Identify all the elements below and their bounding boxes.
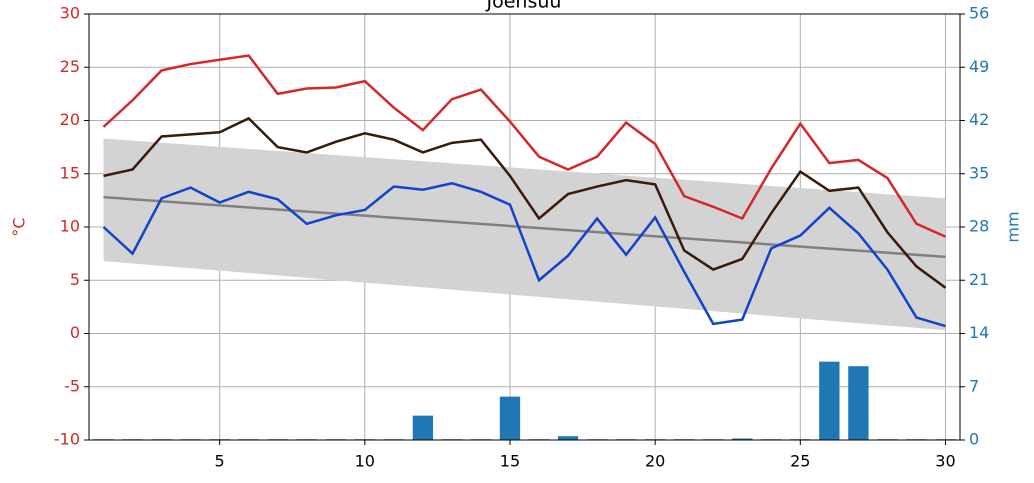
temp-line — [103, 116, 947, 289]
y2-tick-label: 49 — [969, 57, 989, 76]
y-tick-label: 10 — [60, 217, 80, 236]
y-tick-label: 0 — [70, 323, 80, 342]
y2-tick-label: 7 — [969, 376, 979, 395]
y2-axis-label: mm — [1004, 211, 1023, 242]
y-tick-label: -10 — [54, 430, 80, 449]
y2-tick-label: 28 — [969, 217, 989, 236]
y-tick-label: 20 — [60, 110, 80, 129]
y-tick-label: 30 — [60, 4, 80, 23]
y2-tick-label: 42 — [969, 110, 989, 129]
precip-bar — [557, 436, 579, 440]
temp-line — [102, 182, 946, 328]
precip-bar — [732, 438, 753, 440]
y2-tick-label: 35 — [969, 163, 989, 182]
x-tick-label: 5 — [215, 452, 225, 471]
y2-tick-label: 21 — [969, 270, 989, 289]
normal-mean — [103, 195, 946, 259]
normal-range — [103, 138, 946, 331]
x-tick-label: 25 — [790, 452, 810, 471]
plot-frame — [88, 13, 961, 441]
x-tick-label: 15 — [500, 452, 520, 471]
x-tick-label: 10 — [355, 452, 375, 471]
y2-tick-label: 0 — [969, 430, 979, 449]
temp-line — [102, 54, 946, 238]
precip-bar — [848, 366, 869, 440]
chart-title: Joensuu — [486, 0, 562, 13]
x-tick-label: 20 — [645, 452, 665, 471]
y-tick-label: 5 — [70, 270, 80, 289]
y2-tick-label: 14 — [969, 323, 989, 342]
x-tick-label: 30 — [935, 452, 955, 471]
precip-bar — [819, 361, 840, 440]
y2-tick-label: 56 — [969, 4, 989, 23]
y-tick-label: -5 — [64, 376, 80, 395]
precip-bar — [412, 415, 434, 440]
precip-bar — [499, 396, 521, 440]
y-axis-label: °C — [10, 217, 29, 236]
y-tick-label: 15 — [60, 163, 80, 182]
y-tick-label: 25 — [60, 57, 80, 76]
